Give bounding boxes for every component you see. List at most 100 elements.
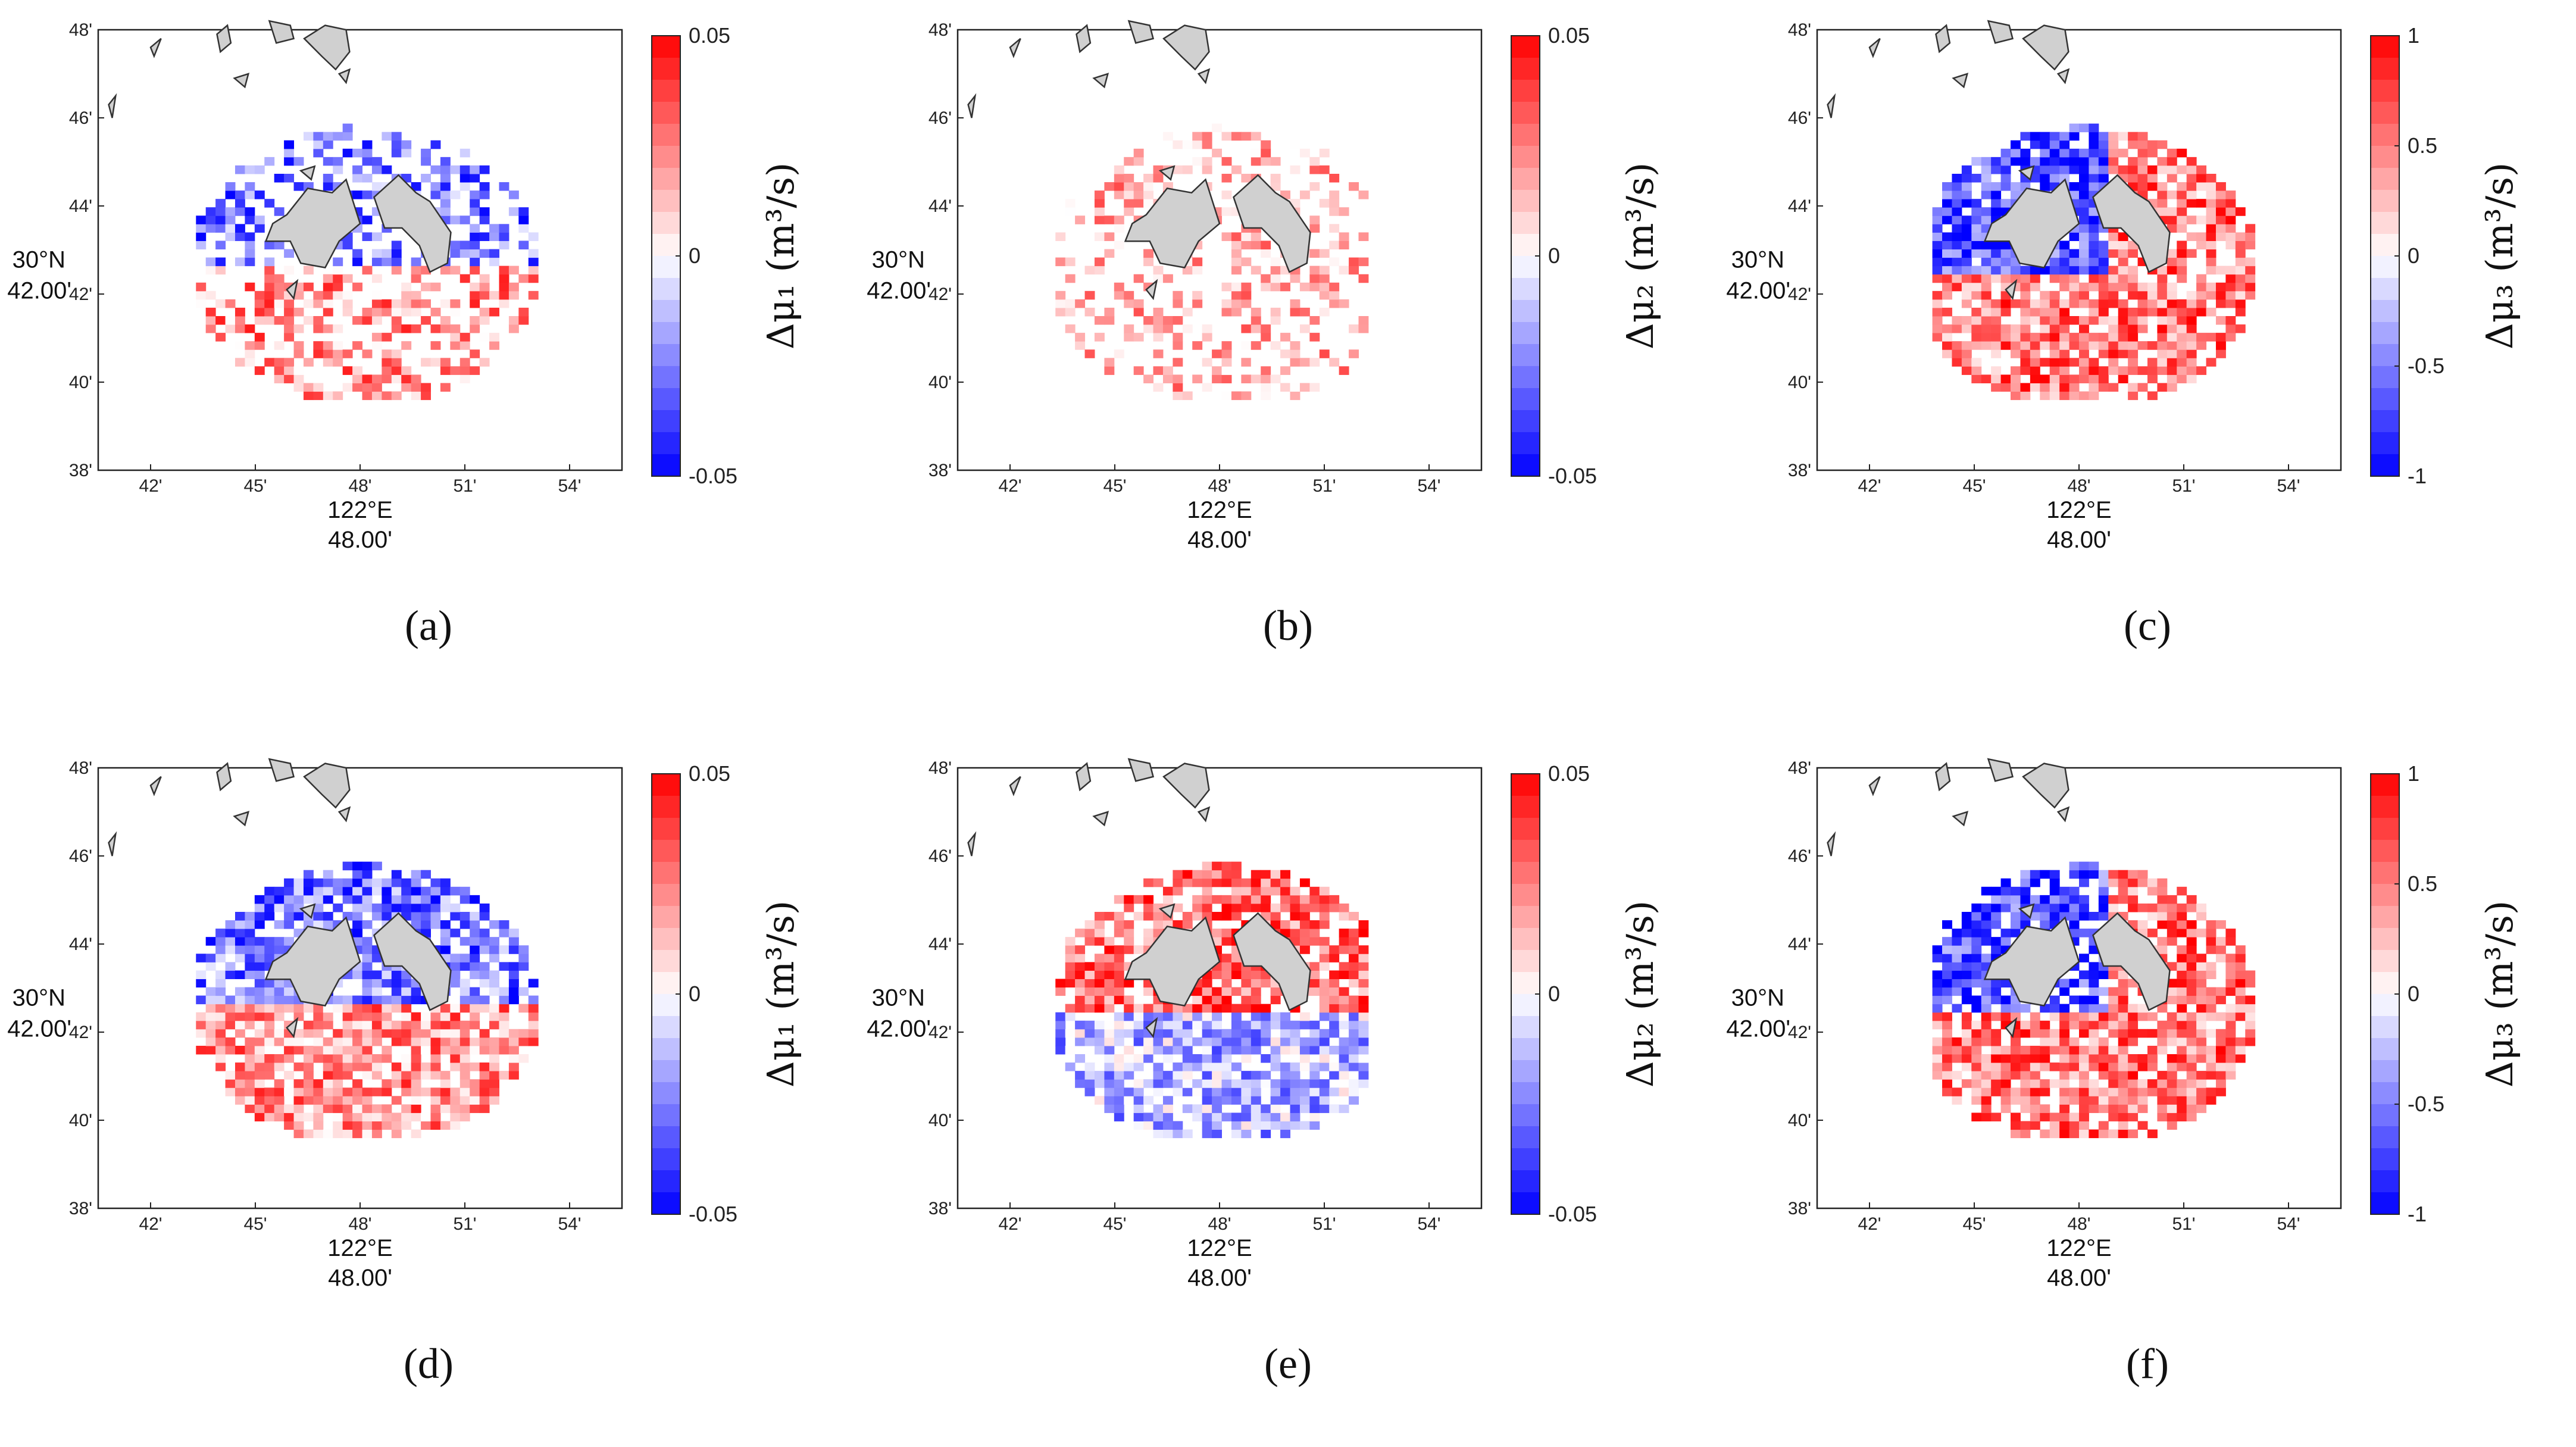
grid-cell <box>1231 290 1242 300</box>
grid-cell <box>470 165 480 174</box>
y-tick-label: 42' <box>1788 285 1811 304</box>
colorbar-label: Δμ₃ (m³/s) <box>2478 162 2521 349</box>
grid-cell <box>430 182 441 191</box>
grid-cell <box>1971 945 1982 954</box>
grid-cell <box>2069 1071 2080 1080</box>
grid-cell <box>430 140 441 149</box>
grid-cell <box>1055 257 1066 267</box>
grid-cell <box>1124 1096 1134 1105</box>
grid-cell <box>2186 920 2197 929</box>
grid-cell <box>470 929 480 937</box>
grid-cell <box>1221 1045 1232 1055</box>
grid-cell <box>1143 1054 1154 1063</box>
grid-cells <box>1055 123 1369 401</box>
grid-cell <box>411 1020 421 1030</box>
grid-cell <box>1971 1112 1982 1121</box>
grid-cell <box>1104 1020 1115 1030</box>
x-tick-label: 42' <box>139 1214 162 1234</box>
grid-cell <box>352 190 363 199</box>
grid-cell <box>1329 970 1340 979</box>
grid-cell <box>1192 987 1203 996</box>
grid-cell <box>2108 1129 2119 1139</box>
grid-cell <box>1952 1054 1962 1063</box>
grid-cell <box>245 215 255 224</box>
grid-cell <box>2030 1121 2040 1130</box>
grid-cell <box>1114 1087 1124 1096</box>
grid-cell <box>1212 1079 1223 1088</box>
grid-cell <box>1270 920 1281 929</box>
grid-cell <box>274 282 285 292</box>
grid-cell <box>371 970 382 979</box>
grid-cell <box>508 995 519 1005</box>
grid-cell <box>1153 1112 1164 1121</box>
grid-cell <box>2118 257 2128 267</box>
grid-cell <box>1961 224 1972 233</box>
grid-cell <box>284 1104 295 1113</box>
grid-cell <box>2030 173 2040 183</box>
grid-cell <box>1349 1096 1359 1105</box>
grid-cell <box>2079 165 2089 174</box>
grid-cell <box>1133 182 1144 191</box>
grid-cell <box>1961 232 1972 241</box>
grid-cell <box>205 1037 216 1046</box>
grid-cell <box>284 374 295 383</box>
grid-cell <box>1329 1029 1340 1038</box>
grid-cell <box>2157 333 2168 342</box>
grid-cell <box>2011 324 2021 333</box>
grid-cell <box>1202 903 1212 912</box>
grid-cell <box>2147 1062 2158 1071</box>
grid-cell <box>382 1121 392 1130</box>
grid-cell <box>489 1071 499 1080</box>
grid-cell <box>362 1112 373 1121</box>
grid-cell <box>1319 1087 1330 1096</box>
grid-cell <box>1339 1037 1349 1046</box>
grid-cell <box>264 886 275 896</box>
grid-cell <box>1231 1045 1242 1055</box>
grid-cell <box>1349 962 1359 971</box>
grid-cell <box>2049 903 2060 912</box>
grid-cell <box>2137 1012 2148 1021</box>
grid-cell <box>1231 861 1242 871</box>
grid-cell <box>1942 920 1952 929</box>
grid-cell <box>2167 937 2177 946</box>
grid-cell <box>2206 215 2217 224</box>
grid-cell <box>1932 1037 1943 1046</box>
grid-cell <box>1221 391 1232 401</box>
grid-cell <box>2177 1112 2187 1121</box>
grid-cell <box>1961 249 1972 258</box>
grid-cell <box>2040 1087 2050 1096</box>
grid-cell <box>2167 1037 2177 1046</box>
grid-cell <box>1309 274 1320 283</box>
y-tick-label: 48' <box>929 20 952 40</box>
grid-cell <box>264 282 275 292</box>
grid-cell <box>1261 374 1271 383</box>
grid-cell <box>1952 282 1962 292</box>
grid-cell <box>352 1129 363 1139</box>
colorbar-tick-label: 0 <box>1548 982 1560 1006</box>
grid-cell <box>215 265 226 275</box>
grid-cell <box>1329 1020 1340 1030</box>
grid-cell <box>1358 987 1369 996</box>
colorbar-step <box>1511 322 1540 345</box>
grid-cell <box>528 257 539 267</box>
grid-cell <box>342 1096 353 1105</box>
grid-cell <box>2157 1112 2168 1121</box>
grid-cell <box>421 173 432 183</box>
grid-cell <box>479 333 490 342</box>
grid-cell <box>2196 173 2207 183</box>
grid-cell <box>1212 1096 1223 1105</box>
grid-cell <box>1104 215 1115 224</box>
grid-cell <box>284 878 295 887</box>
grid-cell <box>313 383 324 392</box>
grid-cell <box>2118 1045 2128 1055</box>
grid-cell <box>205 307 216 317</box>
grid-cell <box>2098 148 2109 158</box>
grid-cell <box>2118 1087 2128 1096</box>
grid-cell <box>2000 265 2011 275</box>
grid-cell <box>2000 383 2011 392</box>
grid-cell <box>1124 290 1134 300</box>
grid-cell <box>196 1029 207 1038</box>
grid-cell <box>1319 349 1330 358</box>
grid-cell <box>1065 962 1076 971</box>
grid-cell <box>2030 333 2040 342</box>
